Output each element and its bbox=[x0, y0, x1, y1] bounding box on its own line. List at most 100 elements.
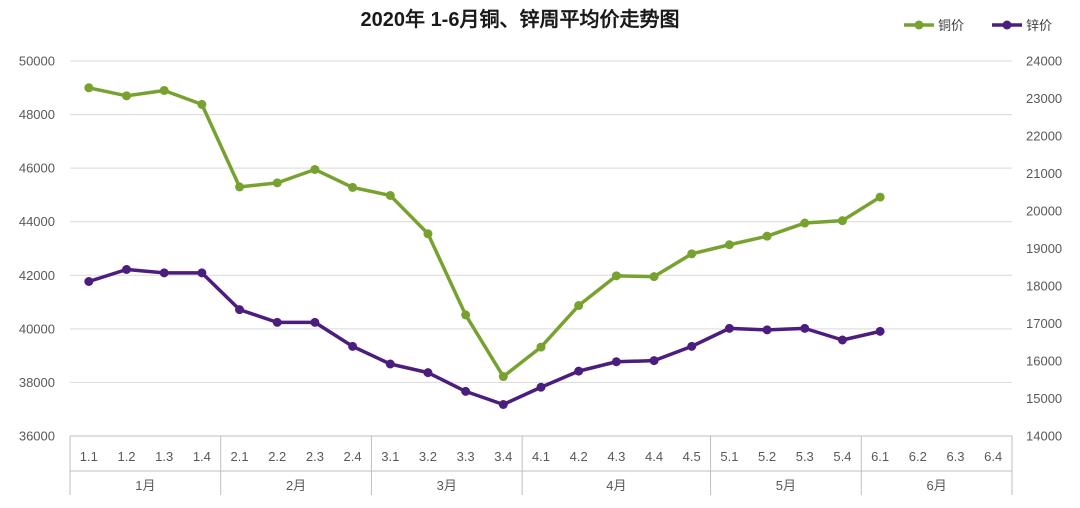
data-point bbox=[122, 91, 132, 101]
data-point bbox=[385, 190, 395, 200]
data-point bbox=[197, 268, 207, 278]
month-group-label: 3月 bbox=[437, 478, 457, 493]
data-point bbox=[461, 386, 471, 396]
data-point bbox=[423, 368, 433, 378]
data-point bbox=[837, 335, 847, 345]
data-point bbox=[310, 164, 320, 174]
right-y-axis: 14000 15000 16000 17000 18000 19000 20000 21000… bbox=[1026, 54, 1062, 444]
data-point bbox=[800, 218, 810, 228]
series-layer bbox=[84, 83, 885, 409]
right-axis-tick-label: 16000 bbox=[1026, 354, 1062, 369]
category-label: 6.3 bbox=[946, 449, 964, 464]
data-point bbox=[762, 231, 772, 241]
data-point bbox=[348, 182, 358, 192]
data-point bbox=[724, 323, 734, 333]
data-point bbox=[348, 341, 358, 351]
data-point bbox=[310, 317, 320, 327]
data-point bbox=[800, 323, 810, 333]
right-axis-tick-label: 21000 bbox=[1026, 166, 1062, 181]
category-label: 5.3 bbox=[796, 449, 814, 464]
legend-label-1: 铜价 bbox=[938, 18, 964, 33]
left-axis-tick-label: 46000 bbox=[19, 161, 55, 176]
right-axis-tick-label: 17000 bbox=[1026, 316, 1062, 331]
month-group-label: 6月 bbox=[927, 478, 947, 493]
data-point bbox=[159, 268, 169, 278]
right-axis-tick-label: 19000 bbox=[1026, 241, 1062, 256]
month-group-label: 4月 bbox=[606, 478, 626, 493]
category-label: 6.4 bbox=[984, 449, 1002, 464]
category-label: 3.1 bbox=[381, 449, 399, 464]
legend-marker-1 bbox=[914, 20, 924, 30]
right-axis-tick-label: 15000 bbox=[1026, 391, 1062, 406]
category-label: 6.1 bbox=[871, 449, 889, 464]
category-label: 4.4 bbox=[645, 449, 663, 464]
data-point bbox=[498, 372, 508, 382]
data-point bbox=[197, 99, 207, 109]
category-label: 2.3 bbox=[306, 449, 324, 464]
data-point bbox=[423, 229, 433, 239]
data-point bbox=[649, 272, 659, 282]
right-axis-tick-label: 24000 bbox=[1026, 54, 1062, 69]
left-axis-tick-label: 38000 bbox=[19, 375, 55, 390]
data-point bbox=[235, 305, 245, 315]
legend-label-2: 锌价 bbox=[1026, 18, 1052, 33]
right-axis-tick-label: 20000 bbox=[1026, 204, 1062, 219]
data-point bbox=[84, 277, 94, 286]
data-point bbox=[385, 359, 395, 369]
data-point bbox=[762, 325, 772, 335]
category-label: 1.4 bbox=[193, 449, 211, 464]
left-axis-tick-label: 42000 bbox=[19, 268, 55, 283]
category-label: 1.1 bbox=[80, 449, 98, 464]
category-label: 5.4 bbox=[833, 449, 851, 464]
data-point bbox=[649, 356, 659, 366]
data-point bbox=[84, 83, 94, 93]
category-label: 3.3 bbox=[457, 449, 475, 464]
category-label: 2.2 bbox=[268, 449, 286, 464]
month-group-label: 2月 bbox=[286, 478, 306, 493]
category-label: 5.1 bbox=[720, 449, 738, 464]
left-axis-tick-label: 50000 bbox=[19, 54, 55, 69]
category-label: 6.2 bbox=[909, 449, 927, 464]
data-point bbox=[498, 400, 508, 409]
category-label: 4.1 bbox=[532, 449, 550, 464]
data-point bbox=[574, 366, 584, 376]
data-point bbox=[687, 341, 697, 351]
data-point bbox=[122, 265, 132, 274]
data-point bbox=[574, 301, 584, 311]
data-point bbox=[611, 271, 621, 281]
category-label: 1.2 bbox=[117, 449, 135, 464]
x-axis: 1.1 1.2 1.3 1.4 2.1 2.2 2.3 2.4 3.1 3.2 3.3 3.4 4.1 4… bbox=[69, 435, 1013, 495]
data-point bbox=[837, 216, 847, 226]
left-axis-tick-label: 36000 bbox=[19, 429, 55, 444]
category-label: 1.3 bbox=[155, 449, 173, 464]
category-label: 2.4 bbox=[344, 449, 362, 464]
month-group-label: 1月 bbox=[135, 478, 155, 493]
right-axis-tick-label: 14000 bbox=[1026, 429, 1062, 444]
category-label: 4.5 bbox=[683, 449, 701, 464]
gridlines bbox=[70, 60, 1012, 437]
category-label: 2.1 bbox=[231, 449, 249, 464]
category-label: 3.2 bbox=[419, 449, 437, 464]
left-axis-tick-label: 44000 bbox=[19, 214, 55, 229]
data-point bbox=[272, 317, 282, 327]
right-axis-tick-label: 18000 bbox=[1026, 279, 1062, 294]
data-point bbox=[272, 178, 282, 188]
category-label: 5.2 bbox=[758, 449, 776, 464]
category-label: 4.3 bbox=[607, 449, 625, 464]
series-line-2 bbox=[88, 267, 881, 407]
data-point bbox=[687, 249, 697, 259]
right-axis-tick-label: 22000 bbox=[1026, 129, 1062, 144]
data-point bbox=[611, 357, 621, 367]
right-axis-tick-label: 23000 bbox=[1026, 91, 1062, 106]
data-point bbox=[875, 326, 885, 336]
category-label: 4.2 bbox=[570, 449, 588, 464]
data-point bbox=[536, 342, 546, 352]
data-point bbox=[461, 310, 471, 320]
data-point bbox=[159, 85, 169, 95]
data-point bbox=[235, 182, 245, 192]
legend-marker-2 bbox=[1002, 20, 1012, 30]
category-label: 3.4 bbox=[494, 449, 512, 464]
chart-title: 2020年 1-6月铜、锌周平均价走势图 bbox=[361, 7, 680, 31]
data-point bbox=[875, 192, 885, 202]
